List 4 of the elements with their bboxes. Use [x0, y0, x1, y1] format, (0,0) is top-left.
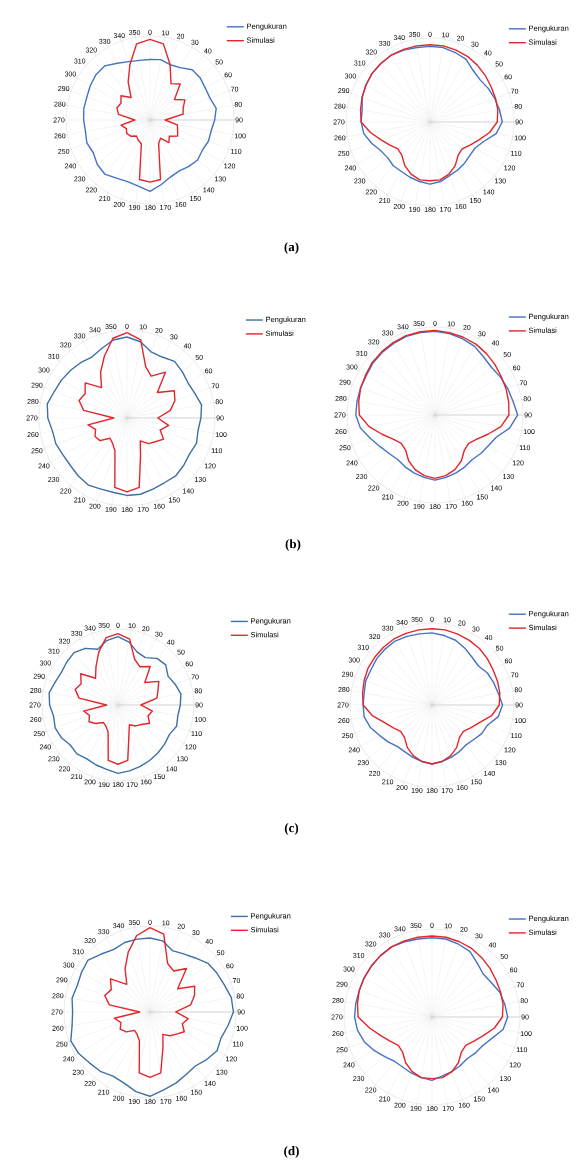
text: (a): [284, 242, 299, 254]
text: (c): [284, 823, 299, 835]
text: (d): [284, 1146, 299, 1158]
text: (b): [285, 539, 301, 551]
